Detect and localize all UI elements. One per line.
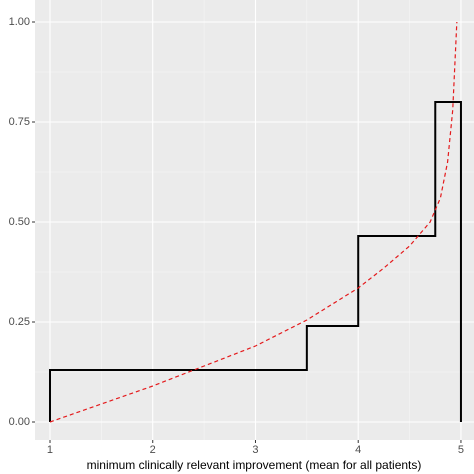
x-tick-label: 4	[355, 444, 361, 456]
series-line	[48, 101, 462, 422]
x-tick-label: 5	[458, 444, 464, 456]
x-axis-title: minimum clinically relevant improvement …	[87, 458, 422, 472]
y-tick-label: 1.00	[9, 16, 30, 28]
x-tick-label: 3	[252, 444, 258, 456]
panel	[35, 0, 474, 440]
y-tick-label: 0.75	[9, 116, 30, 128]
series-line	[49, 21, 458, 423]
x-tick-label: 2	[150, 444, 156, 456]
y-tick-label: 0.50	[9, 216, 30, 228]
x-tick-label: 1	[47, 444, 53, 456]
y-tick-label: 0.00	[9, 416, 30, 428]
y-tick-label: 0.25	[9, 316, 30, 328]
